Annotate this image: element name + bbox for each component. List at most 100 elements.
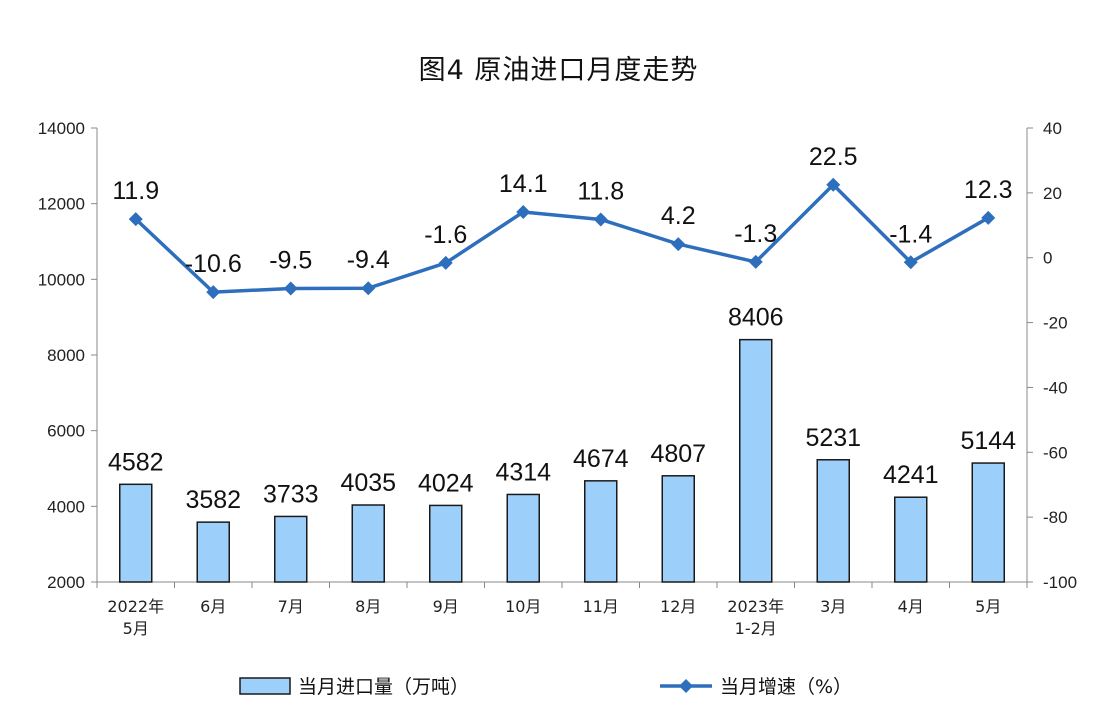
x-tick-label-line: 3月 bbox=[820, 597, 846, 616]
x-tick-label: 7月 bbox=[278, 597, 304, 616]
right-tick-label: 40 bbox=[1043, 119, 1062, 138]
line-point bbox=[206, 285, 221, 300]
chart-title: 图4 原油进口月度走势 bbox=[418, 55, 699, 86]
bar-data-label: 5144 bbox=[960, 427, 1016, 455]
x-tick-label-line: 11月 bbox=[583, 597, 619, 616]
right-tick-label: 0 bbox=[1043, 249, 1052, 268]
x-tick-label: 10月 bbox=[505, 597, 541, 616]
legend-line-label: 当月增速（%） bbox=[720, 676, 852, 698]
line-data-label: -1.4 bbox=[889, 220, 932, 248]
line-point bbox=[826, 177, 841, 192]
bar-data-label: 3733 bbox=[263, 480, 319, 508]
bar-data-label: 4024 bbox=[418, 469, 474, 497]
x-tick-label: 9月 bbox=[433, 597, 459, 616]
x-tick-label-line: 1-2月 bbox=[735, 619, 777, 638]
line-point bbox=[903, 255, 918, 270]
left-tick-label: 12000 bbox=[38, 195, 85, 214]
line-data-label: 4.2 bbox=[661, 202, 696, 230]
line-point bbox=[516, 204, 531, 219]
right-tick-label: 20 bbox=[1043, 184, 1062, 203]
right-tick-label: -40 bbox=[1043, 378, 1068, 397]
bar-data-label: 3582 bbox=[185, 486, 241, 514]
line-point bbox=[748, 254, 763, 269]
left-tick-label: 14000 bbox=[38, 119, 85, 138]
legend-line-marker bbox=[679, 679, 693, 693]
left-tick-label: 10000 bbox=[38, 270, 85, 289]
right-tick-label: -60 bbox=[1043, 443, 1068, 462]
bar-data-label: 4035 bbox=[340, 469, 396, 497]
bar bbox=[119, 483, 153, 583]
right-tick-label: -80 bbox=[1043, 508, 1068, 527]
x-tick-label: 5月 bbox=[975, 597, 1001, 616]
x-tick-label-line: 5月 bbox=[123, 619, 149, 638]
right-tick-label: -100 bbox=[1043, 573, 1077, 592]
bar bbox=[739, 338, 773, 583]
bar-series bbox=[119, 338, 1005, 583]
line-data-label: 12.3 bbox=[964, 176, 1013, 204]
x-tick-label: 3月 bbox=[820, 597, 846, 616]
bar-data-label: 4582 bbox=[108, 448, 164, 476]
line-point bbox=[593, 212, 608, 227]
bar bbox=[971, 462, 1005, 583]
line-point bbox=[981, 210, 996, 225]
left-tick-label: 6000 bbox=[47, 422, 85, 441]
bar bbox=[584, 480, 618, 583]
x-tick-label-line: 2023年 bbox=[727, 597, 784, 616]
x-tick-label-line: 6月 bbox=[200, 597, 226, 616]
line-data-label: -1.6 bbox=[424, 221, 467, 249]
x-tick-label: 12月 bbox=[660, 597, 696, 616]
legend-bar-swatch bbox=[239, 677, 291, 695]
left-tick-label: 2000 bbox=[47, 573, 85, 592]
bar bbox=[506, 493, 540, 583]
line-series bbox=[128, 177, 996, 300]
x-tick-label-line: 9月 bbox=[433, 597, 459, 616]
x-tick-label-line: 4月 bbox=[898, 597, 924, 616]
left-tick-label: 4000 bbox=[47, 497, 85, 516]
line-point bbox=[128, 212, 143, 227]
line-data-label: -9.4 bbox=[347, 246, 390, 274]
x-tick-label: 2022年 5月 bbox=[107, 597, 164, 638]
line-data-label: 11.8 bbox=[577, 177, 624, 205]
x-tick-label: 2023年 1-2月 bbox=[727, 597, 784, 638]
line-data-label: -10.6 bbox=[185, 250, 242, 278]
bar bbox=[274, 515, 308, 583]
bar-data-label: 4674 bbox=[573, 445, 629, 473]
bar-data-label: 4241 bbox=[883, 461, 939, 489]
line-path bbox=[134, 183, 990, 294]
x-tick-label-line: 8月 bbox=[355, 597, 381, 616]
line-data-label: 11.9 bbox=[112, 177, 159, 205]
line-data-label: 22.5 bbox=[809, 143, 858, 171]
bar bbox=[816, 459, 850, 583]
line-point bbox=[438, 255, 453, 270]
bar-data-label: 8406 bbox=[728, 304, 784, 332]
bar bbox=[429, 504, 463, 583]
line-point bbox=[283, 281, 298, 296]
line-point bbox=[671, 237, 686, 252]
axes: 2000 4000 6000 8000 10000 12000 14000 -100 -80 -6… bbox=[38, 119, 1077, 638]
line-point bbox=[361, 281, 376, 296]
data-labels: 4582 3582 3733 4035 4024 4314 4674 4807 8406 5231… bbox=[108, 143, 1016, 514]
bar-data-label: 4807 bbox=[650, 440, 706, 468]
bar bbox=[196, 521, 230, 583]
x-tick-label-line: 12月 bbox=[660, 597, 696, 616]
x-tick-label: 6月 bbox=[200, 597, 226, 616]
x-tick-label-line: 7月 bbox=[278, 597, 304, 616]
bar bbox=[351, 504, 385, 583]
bar-data-label: 4314 bbox=[495, 458, 551, 486]
x-tick-label: 8月 bbox=[355, 597, 381, 616]
x-tick-label: 11月 bbox=[583, 597, 619, 616]
legend-bar-label: 当月进口量（万吨） bbox=[298, 676, 469, 698]
bar bbox=[661, 475, 695, 583]
bar-data-label: 5231 bbox=[805, 424, 861, 452]
x-tick-label-line: 5月 bbox=[975, 597, 1001, 616]
x-tick-label-line: 10月 bbox=[505, 597, 541, 616]
line-data-label: -1.3 bbox=[734, 220, 777, 248]
left-tick-label: 8000 bbox=[47, 346, 85, 365]
line-data-label: -9.5 bbox=[269, 247, 312, 275]
legend: 当月进口量（万吨） 当月增速（%） bbox=[239, 676, 852, 698]
x-tick-label: 4月 bbox=[898, 597, 924, 616]
right-tick-label: -20 bbox=[1043, 314, 1068, 333]
line-data-label: 14.1 bbox=[499, 170, 548, 198]
bar bbox=[894, 496, 928, 583]
